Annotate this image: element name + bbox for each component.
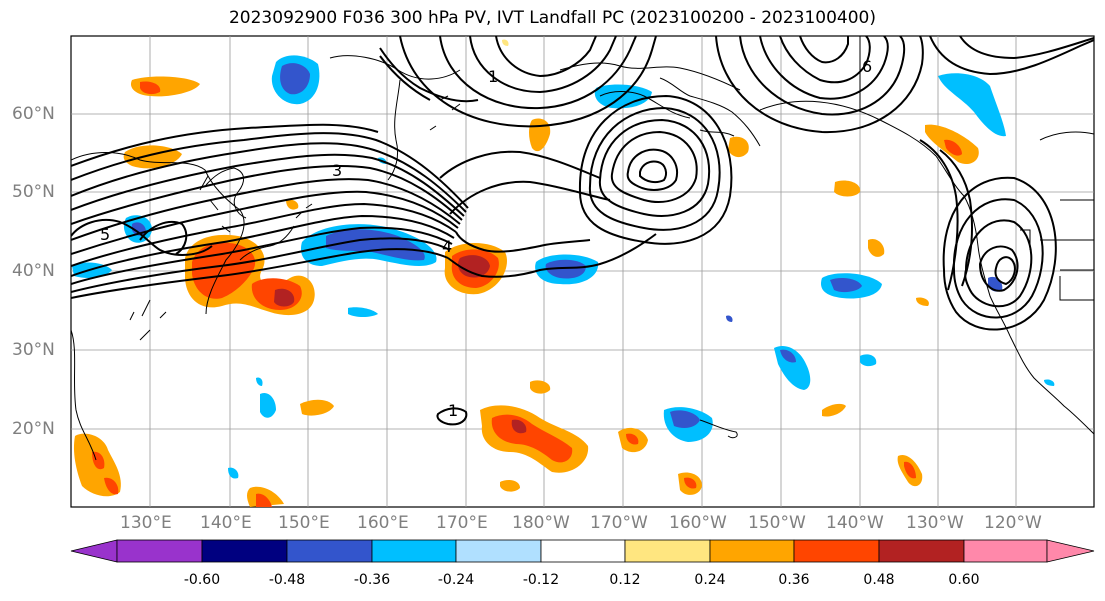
contour-value-labels: 5 3 1 4 6 1 (100, 57, 872, 420)
lat-label-60n: 60°N (12, 104, 55, 124)
contour-label-4: 4 (442, 237, 452, 256)
colorbar-segment (963, 539, 1048, 563)
contour-label-1b: 1 (448, 401, 458, 420)
colorbar-segment (455, 539, 542, 563)
colorbar-tick-label: 0.24 (694, 572, 726, 588)
colorbar-segment (793, 539, 880, 563)
contour-label-5: 5 (100, 225, 110, 244)
lon-label-180w: 180°W (512, 513, 570, 533)
colorbar-segment (709, 539, 795, 563)
colorbar-segment (878, 539, 965, 563)
colorbar-tick-label: 0.36 (778, 572, 810, 588)
lon-label-140w: 140°W (826, 513, 884, 533)
contour-label-3: 3 (332, 161, 342, 180)
colorbar-tick-label: -0.36 (353, 572, 391, 588)
colorbar (70, 539, 1095, 563)
contour-label-6: 6 (862, 57, 872, 76)
colorbar-segment (371, 539, 457, 563)
lon-label-120w: 120°W (984, 513, 1042, 533)
colorbar-tick-label: -0.48 (268, 572, 306, 588)
colorbar-tick-label: 0.60 (948, 572, 980, 588)
lon-label-150e: 150°E (278, 513, 330, 533)
lon-label-170e: 170°E (436, 513, 488, 533)
contour-low-california (978, 245, 1019, 292)
lon-label-140e: 140°E (200, 513, 252, 533)
colorbar-segment (116, 539, 203, 563)
lat-label-30n: 30°N (12, 340, 55, 360)
lat-label-40n: 40°N (12, 261, 55, 281)
lon-label-170w: 170°W (590, 513, 648, 533)
colorbar-tick-label: 0.48 (863, 572, 895, 588)
lat-label-50n: 50°N (12, 182, 55, 202)
colorbar-arrow-left (70, 539, 118, 563)
colorbar-arrow-right (1046, 539, 1095, 563)
colorbar-segment (201, 539, 288, 563)
lon-label-160e: 160°E (357, 513, 409, 533)
colorbar-segment (540, 539, 626, 563)
lon-label-130e: 130°E (120, 513, 172, 533)
contour-low-pacific (610, 130, 698, 203)
colorbar-tick-label: -0.60 (183, 572, 221, 588)
contour-label-1: 1 (488, 67, 498, 86)
lon-label-130w: 130°W (906, 513, 964, 533)
colorbar-tick-label: -0.12 (522, 572, 560, 588)
coastlines (71, 36, 1094, 461)
lon-label-160w: 160°W (669, 513, 727, 533)
lat-label-20n: 20°N (12, 419, 55, 439)
colorbar-segment (624, 539, 711, 563)
colorbar-tick-label: 0.12 (609, 572, 641, 588)
map-title: 2023092900 F036 300 hPa PV, IVT Landfall… (228, 8, 876, 28)
colorbar-tick-label: -0.24 (437, 572, 475, 588)
colorbar-segment (286, 539, 373, 563)
ivt-contours (71, 36, 1094, 426)
lon-label-150w: 150°W (748, 513, 806, 533)
